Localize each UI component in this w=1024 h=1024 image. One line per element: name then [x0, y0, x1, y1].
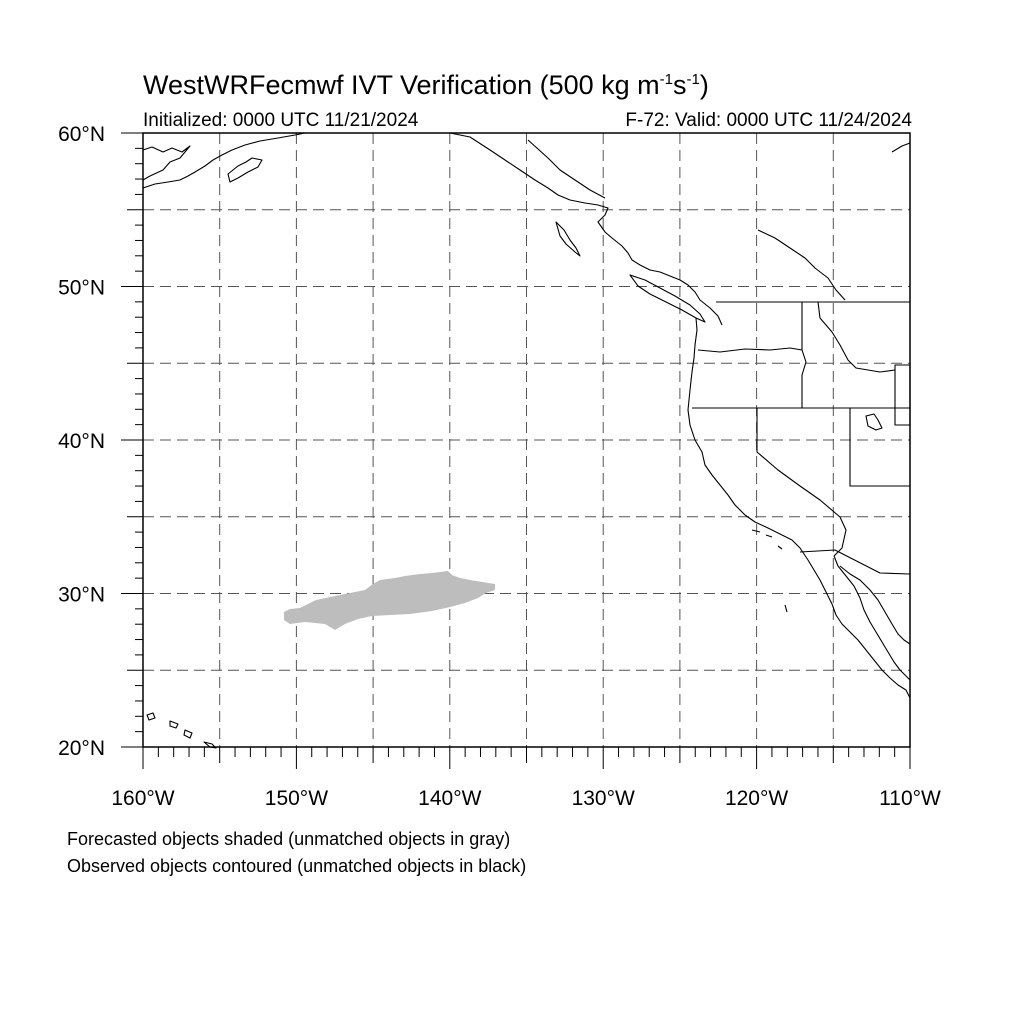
latitude-label: 20°N [58, 737, 105, 760]
forecast-object-shaded [284, 571, 495, 630]
us-west-coast [687, 317, 911, 699]
alaska-coast [142, 145, 191, 181]
idaho-east-border [817, 301, 896, 373]
idaho-west-border [801, 302, 807, 408]
longitude-label: 160°W [111, 787, 174, 810]
latitude-label: 30°N [58, 584, 105, 607]
wyoming-box [894, 364, 911, 426]
title-unit-mid: s [672, 70, 687, 100]
guadalupe-island [784, 604, 788, 613]
gulf-of-california-east [839, 565, 911, 645]
coastlines-and-borders [142, 132, 911, 749]
initialized-label: Initialized: 0000 UTC 11/21/2024 [143, 110, 419, 131]
hawaii-maui [183, 729, 193, 739]
valid-time-label: F-72: Valid: 0000 UTC 11/24/2024 [625, 110, 912, 131]
vancouver-island [629, 274, 706, 323]
kodiak-island [227, 157, 263, 183]
nv-ut-border [849, 408, 910, 487]
longitude-label: 130°W [572, 787, 635, 810]
bc-alberta-border [757, 229, 846, 301]
channel-islands [751, 529, 783, 550]
title-unit-exponent-1: -1 [659, 71, 673, 88]
chart-title: WestWRFecmwf IVT Verification (500 kg m-… [143, 70, 709, 101]
longitude-label: 140°W [418, 787, 481, 810]
hawaii-oahu [169, 720, 179, 729]
note-observed: Observed objects contoured (unmatched ob… [67, 856, 527, 876]
title-main: WestWRFecmwf IVT Verification (500 kg m [143, 70, 660, 100]
hawaii-kauai [146, 712, 156, 721]
note-forecast: Forecasted objects shaded (unmatched obj… [67, 829, 511, 849]
us-mexico-border [799, 549, 911, 575]
longitude-label: 150°W [265, 787, 328, 810]
southeast-alaska-coast [449, 132, 723, 326]
nv-ca-border [756, 408, 841, 518]
legend-notes: Forecasted objects shaded (unmatched obj… [67, 826, 526, 880]
title-unit-exponent-2: -1 [686, 71, 700, 88]
great-salt-lake [865, 413, 883, 431]
axis-ticks [121, 132, 911, 769]
hawaii-big-island [203, 741, 217, 749]
baja-peninsula [833, 555, 911, 681]
longitude-label: 120°W [725, 787, 788, 810]
alaska-gulf-coast [142, 132, 306, 189]
graticule [143, 133, 910, 747]
wa-or-border [697, 347, 803, 353]
alaska-bc-border [527, 139, 606, 199]
hudson-coast-fragment [891, 142, 911, 153]
map-frame [142, 132, 911, 748]
title-close: ) [699, 70, 709, 100]
haida-gwaii [555, 221, 581, 257]
latitude-label: 50°N [58, 277, 105, 300]
longitude-label: 110°W [879, 787, 941, 810]
latitude-label: 60°N [58, 123, 105, 146]
latitude-label: 40°N [58, 430, 105, 453]
